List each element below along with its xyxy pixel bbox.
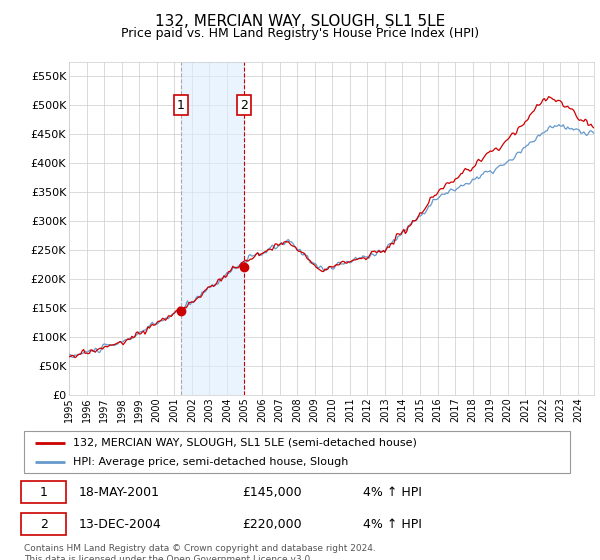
FancyBboxPatch shape [21, 514, 66, 535]
Text: 18-MAY-2001: 18-MAY-2001 [79, 486, 160, 498]
Text: £145,000: £145,000 [242, 486, 302, 498]
FancyBboxPatch shape [21, 481, 66, 503]
Text: 2: 2 [40, 518, 47, 531]
Text: 1: 1 [40, 486, 47, 498]
Text: 1: 1 [177, 99, 185, 111]
Text: 2: 2 [239, 99, 248, 111]
Text: 4% ↑ HPI: 4% ↑ HPI [362, 486, 421, 498]
Text: Price paid vs. HM Land Registry's House Price Index (HPI): Price paid vs. HM Land Registry's House … [121, 27, 479, 40]
Text: 132, MERCIAN WAY, SLOUGH, SL1 5LE: 132, MERCIAN WAY, SLOUGH, SL1 5LE [155, 14, 445, 29]
Bar [181, 62, 244, 395]
Text: 132, MERCIAN WAY, SLOUGH, SL1 5LE (semi-detached house): 132, MERCIAN WAY, SLOUGH, SL1 5LE (semi-… [73, 437, 417, 447]
Text: HPI: Average price, semi-detached house, Slough: HPI: Average price, semi-detached house,… [73, 457, 349, 467]
Text: 13-DEC-2004: 13-DEC-2004 [79, 518, 161, 531]
Text: 4% ↑ HPI: 4% ↑ HPI [362, 518, 421, 531]
FancyBboxPatch shape [24, 431, 570, 473]
Text: Contains HM Land Registry data © Crown copyright and database right 2024.
This d: Contains HM Land Registry data © Crown c… [24, 544, 376, 560]
Text: £220,000: £220,000 [242, 518, 302, 531]
